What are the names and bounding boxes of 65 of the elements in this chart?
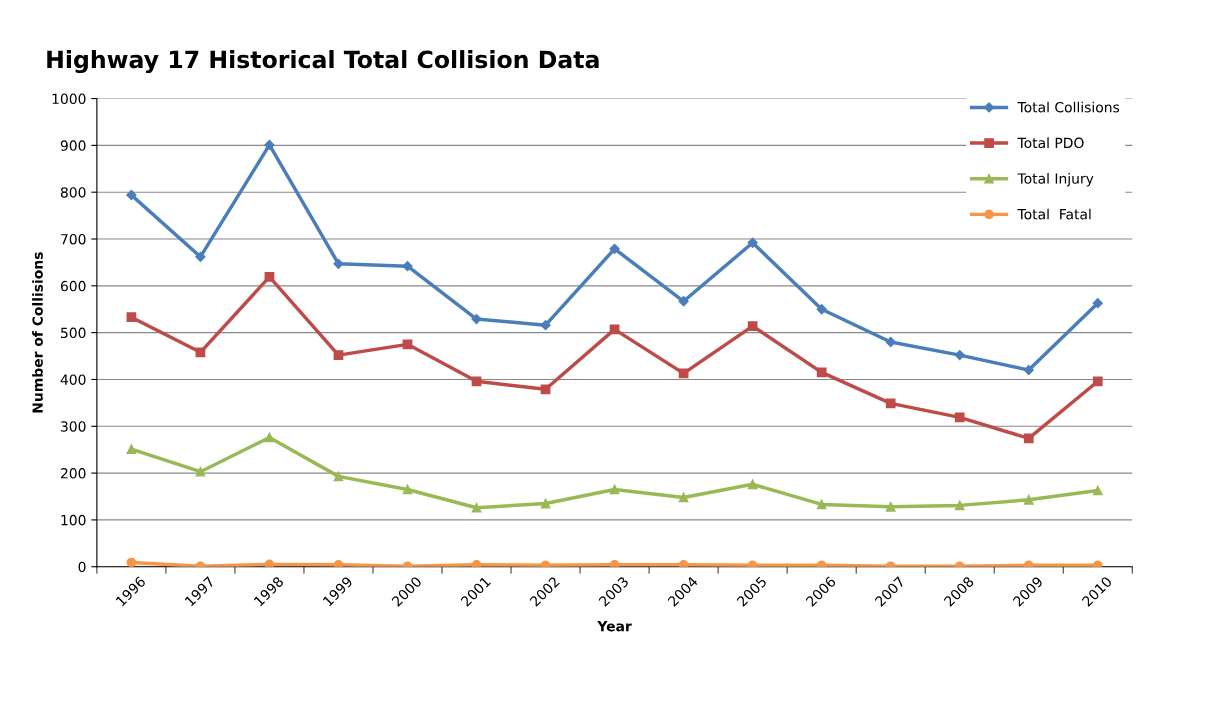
point xyxy=(609,243,620,254)
point xyxy=(402,339,413,350)
point xyxy=(264,272,275,282)
point xyxy=(816,304,827,315)
y-tick-label: 0 xyxy=(78,561,86,573)
point xyxy=(264,139,275,151)
point xyxy=(540,384,551,395)
point xyxy=(126,444,137,455)
point xyxy=(471,502,482,513)
y-tick-label: 900 xyxy=(60,140,86,151)
chart-title: Highway 17 Historical Total Collision Data xyxy=(47,50,599,74)
point xyxy=(1023,364,1034,376)
y-tick-label: 600 xyxy=(60,280,86,292)
point xyxy=(333,471,344,482)
point xyxy=(678,296,689,307)
point xyxy=(471,559,482,567)
point xyxy=(747,237,758,248)
point xyxy=(885,398,896,409)
y-tick-label: 400 xyxy=(60,374,86,385)
point xyxy=(402,261,413,272)
point xyxy=(126,557,137,567)
point xyxy=(1023,433,1034,444)
point xyxy=(333,258,344,269)
y-axis-title: Number of Collisions xyxy=(32,252,43,413)
point xyxy=(678,492,689,503)
legend-label: Total Fatal xyxy=(1017,208,1091,220)
legend-label: Total Collisions xyxy=(1017,101,1120,113)
point xyxy=(609,559,620,567)
point xyxy=(195,466,206,477)
point xyxy=(1023,494,1034,505)
point xyxy=(333,559,344,567)
point xyxy=(1092,485,1103,496)
point xyxy=(195,347,206,358)
point xyxy=(126,189,137,201)
point xyxy=(678,559,689,567)
legend-label: Total PDO xyxy=(1017,137,1084,149)
y-tick-label: 100 xyxy=(61,514,86,526)
y-tick-label: 800 xyxy=(60,187,86,198)
point xyxy=(264,432,275,443)
point xyxy=(402,484,413,495)
y-tick-label: 300 xyxy=(61,421,86,432)
x-axis-title: Year xyxy=(597,621,632,632)
point xyxy=(540,320,551,331)
y-tick-label: 1000 xyxy=(52,93,86,105)
point xyxy=(195,251,206,262)
y-tick-label: 700 xyxy=(61,233,86,245)
point xyxy=(333,350,344,360)
point xyxy=(816,499,827,510)
point xyxy=(954,500,965,511)
legend-label: Total Injury xyxy=(1017,173,1094,187)
y-tick-label: 500 xyxy=(61,327,86,339)
point xyxy=(126,312,137,323)
point xyxy=(1092,376,1103,387)
point xyxy=(954,349,965,361)
point xyxy=(747,479,758,490)
point xyxy=(885,501,896,512)
y-tick-label: 200 xyxy=(60,468,86,479)
point xyxy=(885,336,896,348)
point xyxy=(1092,298,1103,309)
point xyxy=(954,412,965,423)
point xyxy=(471,376,482,387)
point xyxy=(816,367,827,378)
point xyxy=(609,484,620,495)
point xyxy=(747,321,758,331)
point xyxy=(540,498,551,509)
